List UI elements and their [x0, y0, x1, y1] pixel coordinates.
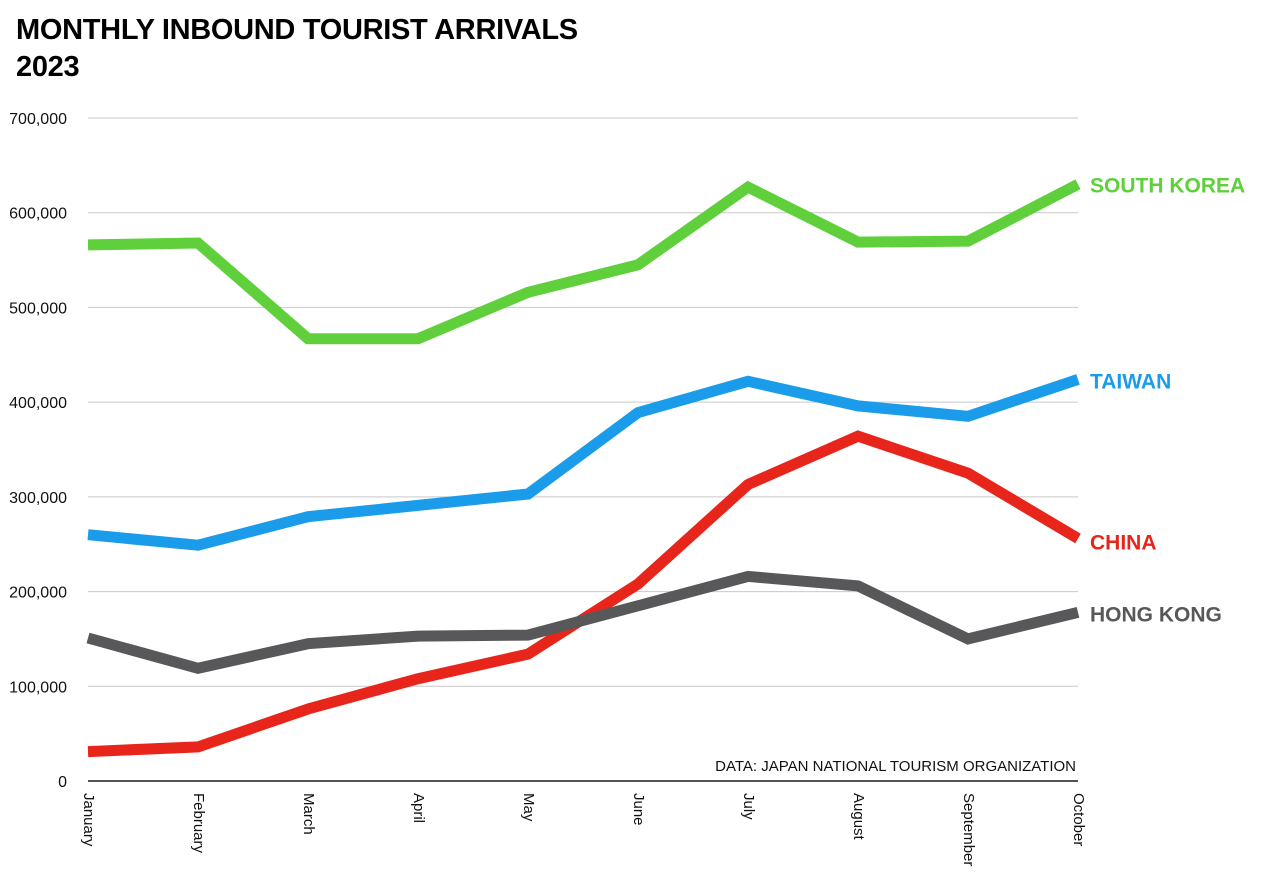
- x-tick-label: October: [1070, 793, 1087, 846]
- series-line-south-korea: [87, 179, 1081, 345]
- y-tick-label: 200,000: [9, 585, 67, 602]
- y-tick-label: 300,000: [9, 490, 67, 507]
- y-tick-label: 700,000: [9, 111, 67, 128]
- y-tick-label: 400,000: [9, 395, 67, 412]
- x-tick-label: August: [850, 793, 867, 841]
- series-line-china: [87, 430, 1081, 758]
- series-label-south-korea: SOUTH KOREA: [1090, 174, 1245, 197]
- data-source-note: DATA: JAPAN NATIONAL TOURISM ORGANIZATIO…: [715, 758, 1076, 775]
- series-lines: [86, 179, 1081, 758]
- x-tick-label: July: [740, 793, 757, 820]
- series-labels: SOUTH KOREA TAIWAN CHINA HONG KONG: [1090, 174, 1245, 626]
- y-tick-label: 500,000: [9, 300, 67, 317]
- x-tick-label: September: [960, 793, 977, 866]
- x-tick-label: May: [520, 793, 537, 822]
- chart-subtitle: 2023: [16, 51, 80, 83]
- y-tick-label: 100,000: [9, 679, 67, 696]
- chart-title-block: MONTHLY INBOUND TOURIST ARRIVALS 2023: [16, 12, 578, 86]
- x-tick-label: June: [630, 793, 647, 826]
- gridlines: [88, 117, 1078, 687]
- series-label-taiwan: TAIWAN: [1090, 370, 1171, 393]
- series-label-china: CHINA: [1090, 532, 1157, 555]
- y-tick-label: 0: [58, 774, 67, 791]
- chart-title: MONTHLY INBOUND TOURIST ARRIVALS: [16, 14, 578, 46]
- y-tick-label: 600,000: [9, 206, 67, 223]
- y-axis-tick-labels: 0 100,000 200,000 300,000 400,000 500,000 600,…: [9, 111, 67, 791]
- series-line-hong-kong: [86, 570, 1080, 674]
- x-tick-label: April: [410, 793, 427, 823]
- x-tick-label: February: [190, 793, 207, 854]
- series-line-taiwan: [87, 374, 1080, 551]
- x-tick-label: January: [80, 793, 97, 847]
- series-label-hong-kong: HONG KONG: [1090, 603, 1222, 626]
- x-tick-label: March: [300, 793, 317, 835]
- x-axis-tick-labels: January February March April May June July Augu…: [80, 793, 1087, 866]
